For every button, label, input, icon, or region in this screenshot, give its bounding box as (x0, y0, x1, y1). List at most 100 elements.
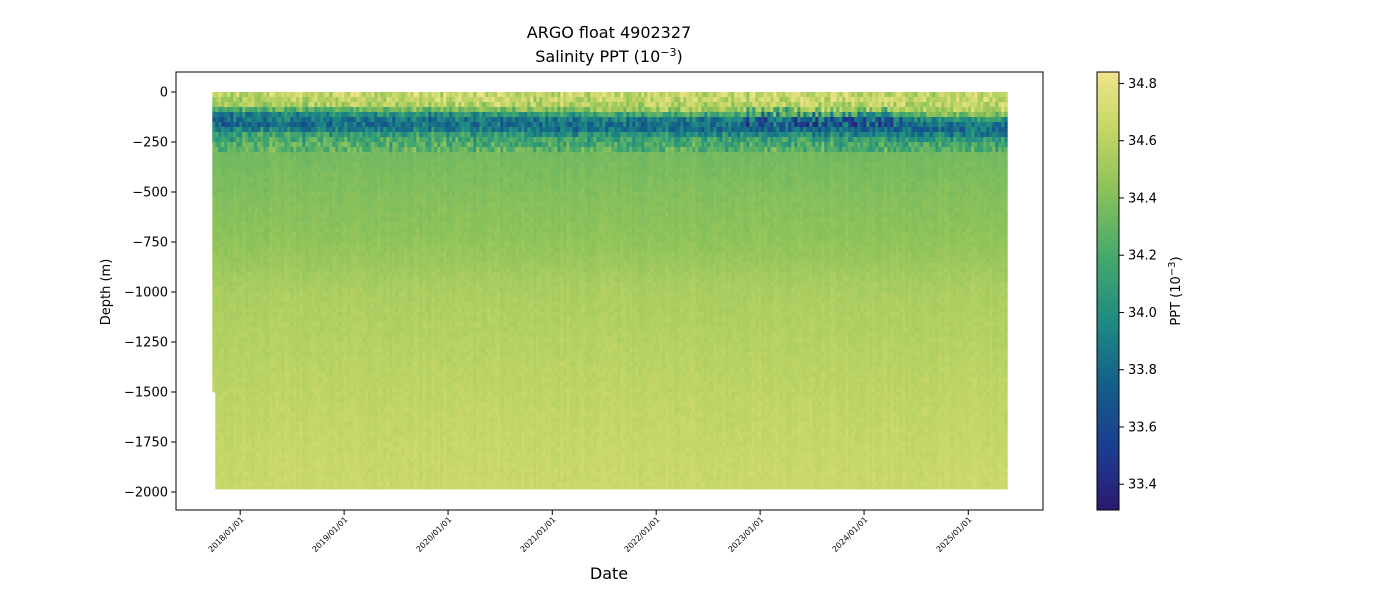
salinity-cell (314, 287, 318, 293)
salinity-cell (323, 202, 327, 208)
salinity-cell (272, 417, 276, 423)
salinity-cell (308, 462, 312, 468)
salinity-cell (368, 127, 372, 133)
salinity-cell (266, 167, 270, 173)
salinity-cell (281, 377, 285, 383)
salinity-cell (290, 227, 294, 233)
salinity-cell (308, 197, 312, 203)
salinity-cell (236, 477, 240, 483)
salinity-cell (314, 482, 318, 488)
salinity-cell (386, 242, 390, 248)
salinity-cell (374, 332, 378, 338)
salinity-cell (326, 417, 330, 423)
salinity-cell (248, 102, 252, 108)
salinity-cell (350, 342, 354, 348)
salinity-cell (248, 262, 252, 268)
salinity-cell (377, 227, 381, 233)
salinity-cell (377, 462, 381, 468)
salinity-cell (359, 377, 363, 383)
salinity-cell (260, 137, 264, 143)
salinity-cell (254, 267, 258, 273)
salinity-cell (377, 332, 381, 338)
salinity-cell (389, 147, 393, 153)
salinity-cell (374, 282, 378, 288)
salinity-cell (347, 352, 351, 358)
salinity-cell (278, 412, 282, 418)
salinity-cell (332, 132, 336, 138)
salinity-cell (233, 187, 237, 193)
salinity-cell (350, 352, 354, 358)
salinity-cell (224, 272, 228, 278)
salinity-cell (323, 122, 327, 128)
salinity-cell (236, 377, 240, 383)
profile-column (218, 92, 222, 490)
salinity-cell (392, 172, 396, 178)
salinity-cell (371, 357, 375, 363)
salinity-cell (377, 477, 381, 483)
salinity-cell (359, 347, 363, 353)
salinity-cell (380, 337, 384, 343)
salinity-cell (377, 157, 381, 163)
salinity-cell (317, 332, 321, 338)
salinity-cell (356, 482, 360, 488)
salinity-cell (323, 207, 327, 213)
salinity-cell (374, 437, 378, 443)
salinity-cell (395, 372, 399, 378)
salinity-cell (350, 92, 354, 98)
salinity-cell (395, 242, 399, 248)
salinity-cell (299, 382, 303, 388)
salinity-cell (218, 427, 222, 433)
salinity-cell (365, 317, 369, 323)
salinity-cell (236, 112, 240, 118)
salinity-cell (215, 382, 219, 388)
salinity-cell (380, 457, 384, 463)
salinity-cell (347, 342, 351, 348)
salinity-cell (338, 142, 342, 148)
salinity-cell (317, 157, 321, 163)
salinity-cell (386, 202, 390, 208)
salinity-cell (272, 407, 276, 413)
salinity-cell (344, 472, 348, 478)
salinity-cell (389, 477, 393, 483)
salinity-cell (314, 262, 318, 268)
salinity-cell (305, 462, 309, 468)
salinity-cell (374, 242, 378, 248)
salinity-cell (320, 367, 324, 373)
salinity-cell (365, 177, 369, 183)
salinity-cell (239, 97, 243, 103)
salinity-cell (245, 302, 249, 308)
salinity-cell (353, 352, 357, 358)
salinity-cell (377, 407, 381, 413)
salinity-cell (356, 112, 360, 118)
salinity-cell (374, 142, 378, 148)
salinity-cell (371, 117, 375, 123)
salinity-cell (254, 452, 258, 458)
salinity-cell (233, 422, 237, 428)
salinity-cell (320, 332, 324, 338)
salinity-cell (260, 237, 264, 243)
salinity-cell (302, 227, 306, 233)
salinity-cell (263, 317, 267, 323)
salinity-cell (251, 452, 255, 458)
salinity-cell (221, 452, 225, 458)
salinity-cell (278, 207, 282, 213)
salinity-cell (290, 332, 294, 338)
salinity-cell (248, 147, 252, 153)
salinity-cell (377, 242, 381, 248)
salinity-cell (377, 377, 381, 383)
salinity-cell (392, 192, 396, 198)
salinity-cell (362, 382, 366, 388)
salinity-cell (356, 402, 360, 408)
salinity-cell (248, 412, 252, 418)
salinity-cell (284, 327, 288, 333)
salinity-cell (389, 317, 393, 323)
salinity-cell (308, 207, 312, 213)
salinity-cell (212, 112, 216, 118)
salinity-cell (299, 417, 303, 423)
salinity-cell (281, 207, 285, 213)
salinity-cell (293, 162, 297, 168)
salinity-cell (269, 267, 273, 273)
salinity-cell (281, 347, 285, 353)
salinity-cell (296, 352, 300, 358)
salinity-cell (302, 392, 306, 398)
